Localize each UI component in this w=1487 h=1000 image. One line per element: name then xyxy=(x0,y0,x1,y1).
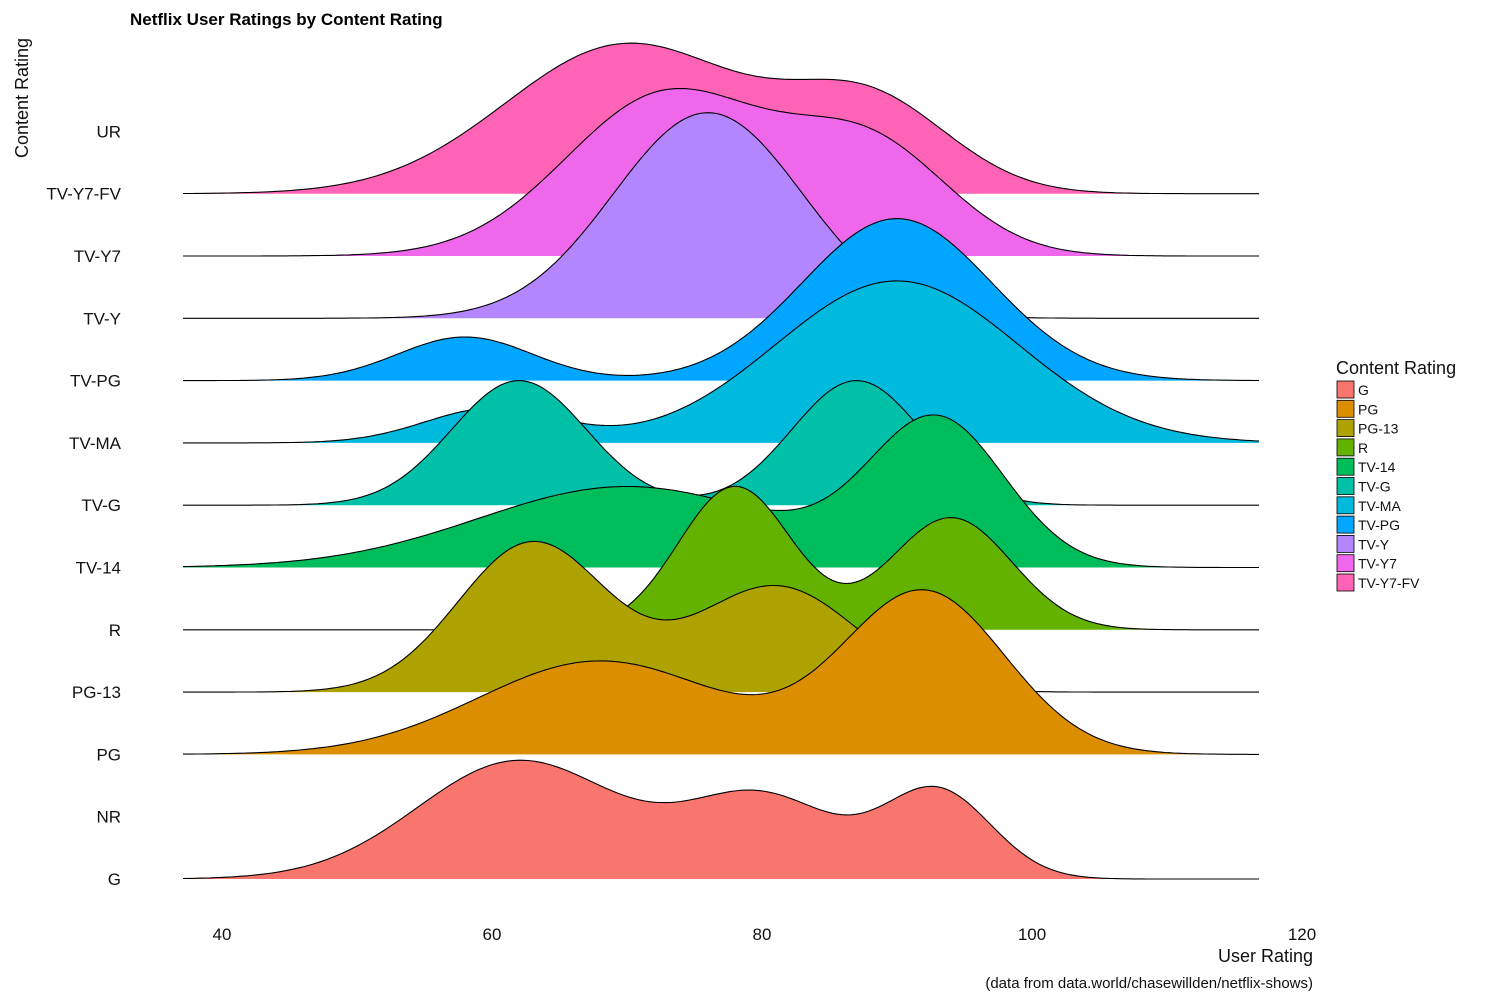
ridge-fill-tv-y xyxy=(183,112,1259,319)
y-label-tv-y7-fv: TV-Y7-FV xyxy=(46,185,121,204)
ridge-fill-pg xyxy=(183,589,1259,755)
ridge-fill-r xyxy=(183,486,1259,630)
x-tick-80: 80 xyxy=(753,925,772,944)
x-axis-title: User Rating xyxy=(1218,946,1313,966)
legend-key-r xyxy=(1336,438,1355,457)
ridge-line-tv-ma xyxy=(183,280,1260,444)
legend: Content Rating G PG PG-13 R TV-14 TV-G TV-MA TV… xyxy=(1336,358,1456,592)
y-label-ur: UR xyxy=(96,122,121,141)
y-label-tv-14: TV-14 xyxy=(76,559,121,578)
legend-key-tv-14 xyxy=(1336,457,1355,476)
y-label-tv-pg: TV-PG xyxy=(70,372,121,391)
ridge-line-tv-pg xyxy=(183,218,1259,382)
x-axis-ticks: 40 60 80 100 120 xyxy=(213,925,1317,944)
ridge-line-tv-y xyxy=(183,112,1259,319)
x-tick-60: 60 xyxy=(483,925,502,944)
ridge-fill-pg-13 xyxy=(183,541,1259,693)
legend-key-tv-y7-fv xyxy=(1336,573,1355,592)
legend-label-pg: PG xyxy=(1358,401,1378,417)
legend-key-pg xyxy=(1336,399,1355,418)
legend-title: Content Rating xyxy=(1336,358,1456,378)
x-tick-120: 120 xyxy=(1288,925,1316,944)
legend-label-tv-ma: TV-MA xyxy=(1358,498,1401,514)
ridge-fill-tv-14 xyxy=(183,414,1259,568)
y-label-pg: PG xyxy=(96,745,121,764)
legend-items: G PG PG-13 R TV-14 TV-G TV-MA TV-PG TV-Y TV-Y7 TV-… xyxy=(1336,380,1420,592)
legend-label-tv-g: TV-G xyxy=(1358,479,1391,495)
y-label-tv-g: TV-G xyxy=(81,496,121,515)
legend-key-pg-13 xyxy=(1336,419,1355,438)
ridge-line-tv-g xyxy=(183,380,1259,506)
legend-key-tv-g xyxy=(1336,477,1355,495)
x-tick-40: 40 xyxy=(213,925,232,944)
legend-label-tv-y: TV-Y xyxy=(1358,536,1390,552)
y-label-pg-13: PG-13 xyxy=(72,683,121,702)
legend-label-g: G xyxy=(1358,382,1369,398)
legend-label-pg-13: PG-13 xyxy=(1358,421,1399,437)
legend-key-tv-pg xyxy=(1336,515,1355,534)
legend-key-tv-y7 xyxy=(1336,554,1355,573)
ridge-fill-g xyxy=(183,760,1259,879)
chart-caption: (data from data.world/chasewillden/netfl… xyxy=(985,975,1313,992)
legend-label-tv-pg: TV-PG xyxy=(1358,517,1400,533)
legend-label-tv-14: TV-14 xyxy=(1358,459,1396,475)
ridge-line-pg xyxy=(183,589,1259,755)
y-label-tv-ma: TV-MA xyxy=(69,434,122,453)
ridge-line-tv-y7-fv xyxy=(183,42,1259,195)
y-label-tv-y: TV-Y xyxy=(83,309,121,328)
legend-key-g xyxy=(1336,380,1355,399)
y-axis-labels: G NR PG PG-13 R TV-14 TV-G TV-MA TV-PG TV-Y TV-Y7 T… xyxy=(46,122,121,889)
ridges-group xyxy=(182,42,1260,880)
legend-key-tv-y xyxy=(1336,535,1355,553)
y-label-tv-y7: TV-Y7 xyxy=(74,247,121,266)
x-tick-100: 100 xyxy=(1018,925,1046,944)
legend-key-tv-ma xyxy=(1336,496,1355,515)
y-axis-title: Content Rating xyxy=(12,38,32,158)
legend-label-r: R xyxy=(1358,440,1368,456)
ridge-line-r xyxy=(183,485,1259,631)
ridge-fill-tv-ma xyxy=(183,280,1259,443)
y-label-r: R xyxy=(109,621,121,640)
chart-title: Netflix User Ratings by Content Rating xyxy=(130,10,443,29)
ridge-line-tv-y7 xyxy=(183,87,1259,257)
ridge-fill-tv-g xyxy=(183,380,1259,506)
y-label-nr: NR xyxy=(96,808,121,827)
legend-label-tv-y7: TV-Y7 xyxy=(1358,556,1397,572)
y-label-g: G xyxy=(108,870,121,889)
ridge-line-pg-13 xyxy=(183,540,1259,693)
legend-label-tv-y7-fv: TV-Y7-FV xyxy=(1358,575,1420,591)
ridge-line-g xyxy=(182,759,1259,880)
